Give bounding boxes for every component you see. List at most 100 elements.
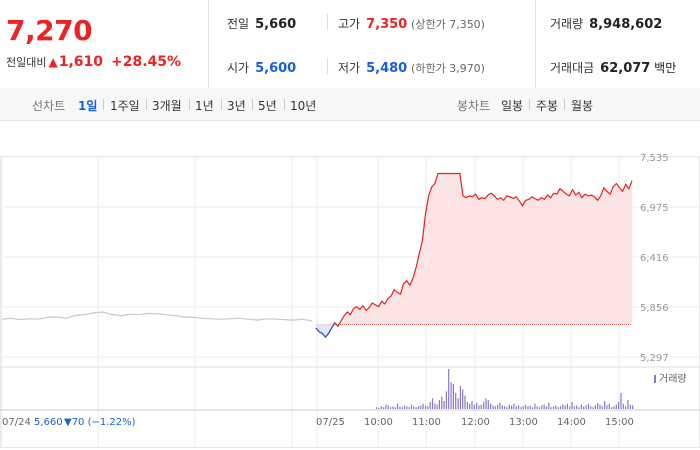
line-chart-label: 선차트: [32, 99, 66, 113]
volume-bar: [464, 395, 466, 409]
divider: [535, 0, 536, 88]
y-tick-label: 5,856: [640, 303, 669, 314]
volume-bar: [585, 405, 587, 409]
volume-bar: [518, 405, 520, 409]
volume-bar: [448, 369, 450, 409]
volume-bar: [552, 406, 555, 409]
change-label: 전일대비: [6, 56, 47, 69]
amount-value: 62,077: [600, 61, 651, 76]
volume-bar: [473, 404, 475, 409]
amount-stat: 거래대금 62,077 백만: [550, 59, 676, 76]
volume-bar: [459, 385, 461, 409]
volume-bar: [599, 404, 601, 409]
volume-bar: [441, 396, 443, 409]
tab-monthly-candle[interactable]: 월봉: [571, 99, 594, 113]
volume-bar: [578, 407, 580, 409]
volume-bar: [406, 406, 408, 409]
volume-bar: [471, 401, 473, 409]
volume-bar: [480, 404, 482, 409]
volume-bar: [543, 404, 545, 409]
volume-bar: [450, 382, 452, 409]
prev-close-stat: 전일 5,660: [227, 15, 296, 32]
prev-day-change: ▼70 (−1.22%): [64, 417, 136, 428]
high-value: 7,350: [366, 17, 408, 32]
volume-bar: [611, 407, 613, 409]
volume-bar: [452, 384, 454, 409]
volume-bar: [466, 401, 468, 409]
tab-3-months[interactable]: 3개월: [152, 99, 182, 113]
x-axis-ticks: 07/25 10:00 11:00 12:00 13:00 14:00 15:00: [316, 417, 634, 428]
volume-value: 8,948,602: [589, 17, 663, 32]
price-fill-below: [316, 324, 335, 338]
volume-bar: [538, 407, 541, 409]
tab-1-year[interactable]: 1년: [195, 99, 214, 113]
volume-bar: [399, 406, 401, 409]
current-price-box: 7,270 전일대비 ▲ 1,610 +28.45%: [0, 0, 209, 88]
volume-bar: [462, 389, 464, 409]
volume-bar: [422, 403, 424, 409]
y-tick-label: 7,535: [640, 153, 669, 164]
divider: [189, 99, 190, 110]
volume-bar: [394, 407, 396, 409]
volume-bar: [520, 407, 522, 409]
volume-bar: [443, 401, 445, 409]
x-tick-label: 14:00: [557, 417, 586, 428]
volume-bar: [555, 405, 557, 409]
tab-daily-candle[interactable]: 일봉: [501, 99, 524, 113]
volume-bar: [541, 405, 543, 409]
amount-unit: 백만: [654, 61, 677, 75]
volume-bar: [427, 406, 429, 409]
volume-bar: [583, 406, 585, 409]
volume-bar: [515, 406, 517, 409]
volume-bar: [376, 407, 378, 409]
volume-bar: [527, 406, 529, 409]
volume-bar: [431, 398, 434, 409]
volume-bar: [504, 406, 506, 409]
volume-bar: [424, 405, 427, 409]
volume-bar: [497, 404, 499, 409]
tab-3-years[interactable]: 3년: [227, 99, 246, 113]
open-stat: 시가 5,600: [227, 59, 296, 76]
y-tick-label: 6,416: [640, 253, 669, 264]
tab-weekly-candle[interactable]: 주봉: [536, 99, 559, 113]
volume-bar: [469, 403, 471, 409]
volume-bar: [557, 407, 559, 409]
volume-bar: [511, 405, 513, 409]
volume-bar: [580, 404, 582, 409]
volume-bar: [508, 404, 510, 409]
volume-bar: [550, 407, 552, 409]
prev-day-date: 07/24: [2, 417, 31, 428]
volume-bar: [576, 405, 578, 409]
volume-legend-label: 거래량: [659, 373, 687, 385]
volume-bar: [536, 406, 538, 409]
y-axis-ticks: 7,535 6,975 6,416 5,856 5,297: [640, 153, 669, 364]
volume-bar: [632, 405, 634, 409]
candle-chart-label: 봉차트: [457, 99, 491, 113]
tab-1-week[interactable]: 1주일: [110, 99, 140, 113]
volume-bar: [385, 404, 387, 409]
tab-10-years[interactable]: 10년: [290, 99, 317, 113]
upper-limit-text: (상한가 7,350): [411, 18, 485, 31]
volume-bar: [494, 406, 496, 409]
volume-label: 거래량: [550, 17, 584, 31]
volume-bar: [592, 407, 594, 409]
low-stat: 저가 5,480 (하한가 3,970): [338, 59, 485, 76]
divider: [327, 14, 328, 30]
open-value: 5,600: [255, 61, 297, 76]
volume-bar: [615, 404, 617, 409]
low-value: 5,480: [366, 61, 408, 76]
divider: [327, 58, 328, 74]
volume-bar: [499, 402, 501, 409]
volume-bar: [487, 400, 489, 409]
change-value: 1,610: [58, 54, 104, 70]
volume-bar: [383, 407, 385, 409]
lower-limit-text: (하한가 3,970): [411, 62, 485, 75]
volume-bar: [529, 405, 531, 409]
volume-bar: [476, 402, 478, 409]
price-fill-area: [316, 173, 632, 325]
tab-1-day[interactable]: 1일: [78, 99, 98, 113]
tab-5-years[interactable]: 5년: [258, 99, 277, 113]
volume-bar: [483, 401, 485, 409]
high-stat: 고가 7,350 (상한가 7,350): [338, 15, 485, 32]
volume-bar: [625, 406, 627, 409]
